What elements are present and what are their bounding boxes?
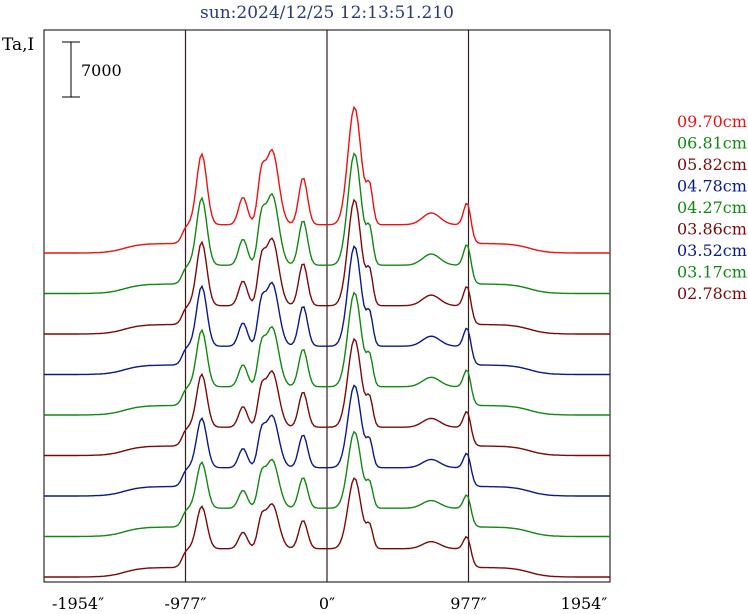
legend-entry: 04.78cm — [677, 177, 747, 196]
y-axis-label: Ta,I — [2, 35, 34, 55]
legend-entry: 02.78cm — [677, 284, 747, 303]
legend-entry: 03.86cm — [677, 220, 747, 239]
x-tick-label: 1954″ — [561, 594, 608, 613]
series-line-04.78cm — [44, 245, 610, 376]
series-layer — [44, 105, 610, 578]
x-tick-label: 977″ — [450, 594, 487, 613]
scale-bar-label: 7000 — [81, 61, 122, 80]
series-line-06.81cm — [44, 152, 610, 295]
series-line-02.78cm — [44, 477, 610, 578]
series-line-09.70cm — [44, 105, 610, 254]
legend-entry: 04.27cm — [677, 198, 747, 217]
x-axis-ticks: -1954″ -977″ 0″ 977″ 1954″ — [52, 594, 607, 613]
legend-entry: 03.52cm — [677, 241, 747, 260]
series-line-05.82cm — [44, 198, 610, 335]
x-tick-label: -1954″ — [52, 594, 104, 613]
legend-entry: 06.81cm — [677, 134, 747, 153]
scale-bar: 7000 — [62, 41, 122, 98]
chart-title: sun:2024/12/25 12:13:51.210 — [200, 3, 454, 23]
legend-entry: 09.70cm — [677, 112, 747, 131]
legend: 09.70cm 06.81cm 05.82cm 04.78cm 04.27cm 03.86… — [677, 112, 747, 303]
series-line-03.17cm — [44, 430, 610, 538]
x-tick-label: -977″ — [165, 594, 207, 613]
legend-entry: 03.17cm — [677, 263, 747, 282]
x-tick-label: 0″ — [319, 594, 335, 613]
series-line-04.27cm — [44, 291, 610, 416]
series-line-03.86cm — [44, 337, 610, 457]
legend-entry: 05.82cm — [677, 155, 747, 174]
series-line-03.52cm — [44, 384, 610, 497]
